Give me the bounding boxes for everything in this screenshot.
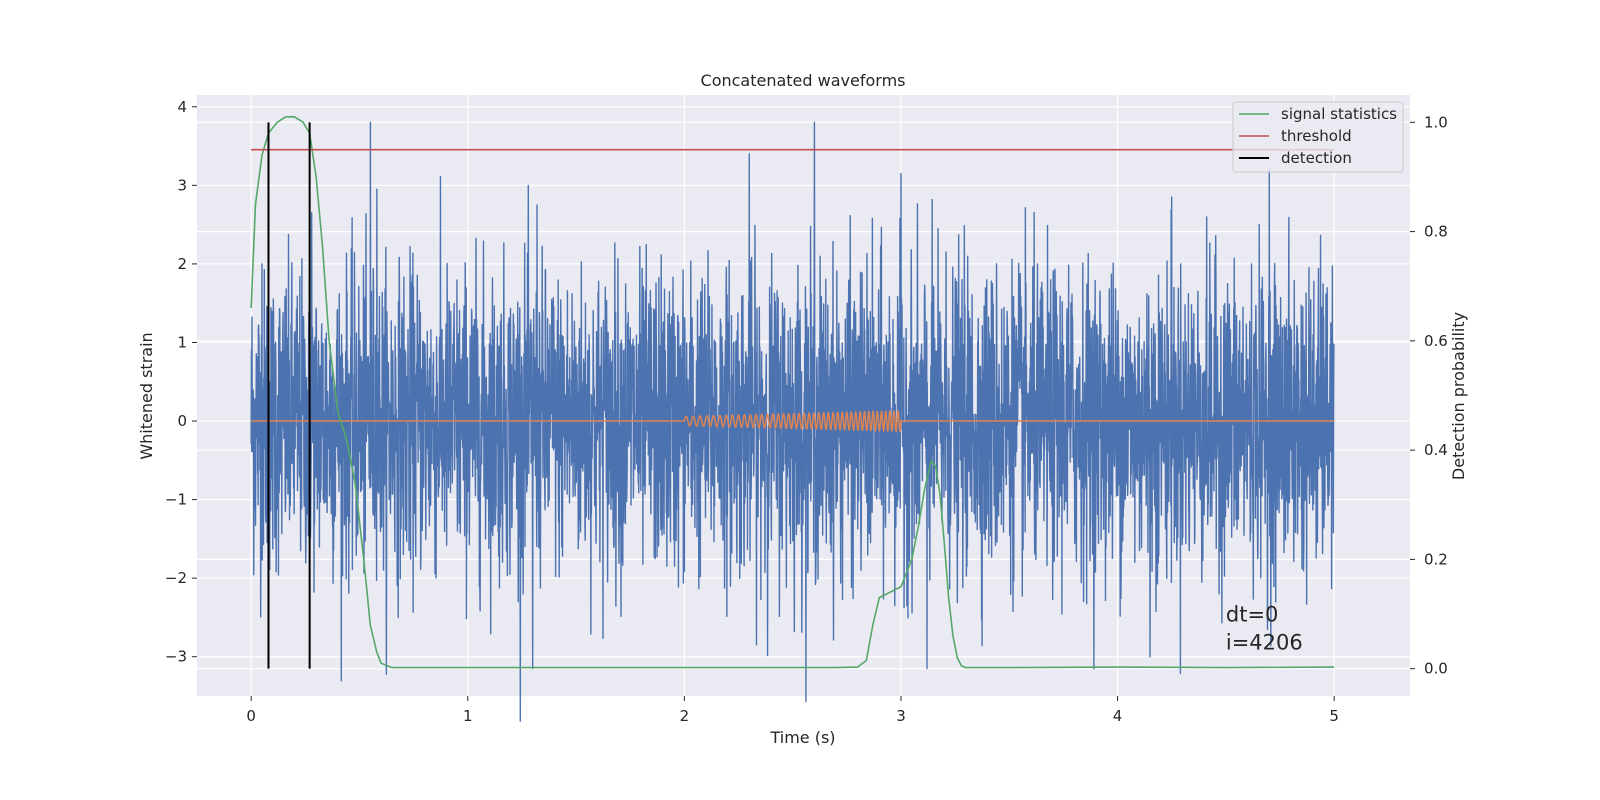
annotation-index: i=4206 [1226, 630, 1303, 654]
x-tick-label: 5 [1329, 707, 1339, 725]
x-axis-label: Time (s) [769, 728, 835, 747]
y-axis-label: Whitened strain [137, 332, 156, 459]
injected-waveform-line [251, 409, 1335, 433]
y-tick-label: −2 [165, 569, 187, 587]
y2-tick-label: 0.6 [1424, 332, 1448, 350]
y-tick-label: 3 [177, 176, 187, 194]
annotation: dt=0 i=4206 [1226, 602, 1303, 654]
y-tick-label: 4 [177, 98, 187, 116]
y2-tick-label: 0.4 [1424, 441, 1448, 459]
y-tick-label: −1 [165, 491, 187, 509]
y2-tick-label: 0.0 [1424, 660, 1448, 678]
signal-statistics-line [250, 116, 1335, 669]
annotation-dt: dt=0 [1226, 602, 1279, 626]
y-tick-label: 2 [177, 255, 187, 273]
legend-label-detection: detection [1281, 149, 1352, 167]
y2-tick-label: 0.2 [1424, 550, 1448, 568]
x-tick-label: 1 [463, 707, 473, 725]
legend: signal statistics threshold detection [1232, 101, 1404, 173]
y-tick-label: 1 [177, 333, 187, 351]
y2-tick-label: 1.0 [1424, 113, 1448, 131]
series-layer [250, 116, 1335, 722]
legend-box [1232, 101, 1404, 173]
y2-tick-label: 0.8 [1424, 223, 1448, 241]
x-tick-label: 0 [246, 707, 256, 725]
x-tick-label: 3 [896, 707, 906, 725]
axes: 0 1 2 3 4 5 −3 −2 −1 0 1 2 3 4 0.0 0.2 0.4 0.6 0.8 1.0 [165, 98, 1448, 725]
whitened-strain-line [250, 121, 1335, 722]
legend-label-threshold: threshold [1281, 127, 1352, 145]
y-tick-label: −3 [165, 648, 187, 666]
x-tick-label: 2 [680, 707, 690, 725]
y-tick-label: 0 [177, 412, 187, 430]
y2-axis-label: Detection probability [1449, 312, 1468, 480]
chart-title: Concatenated waveforms [701, 71, 906, 90]
x-tick-label: 4 [1113, 707, 1123, 725]
legend-label-signal-statistics: signal statistics [1281, 105, 1397, 123]
